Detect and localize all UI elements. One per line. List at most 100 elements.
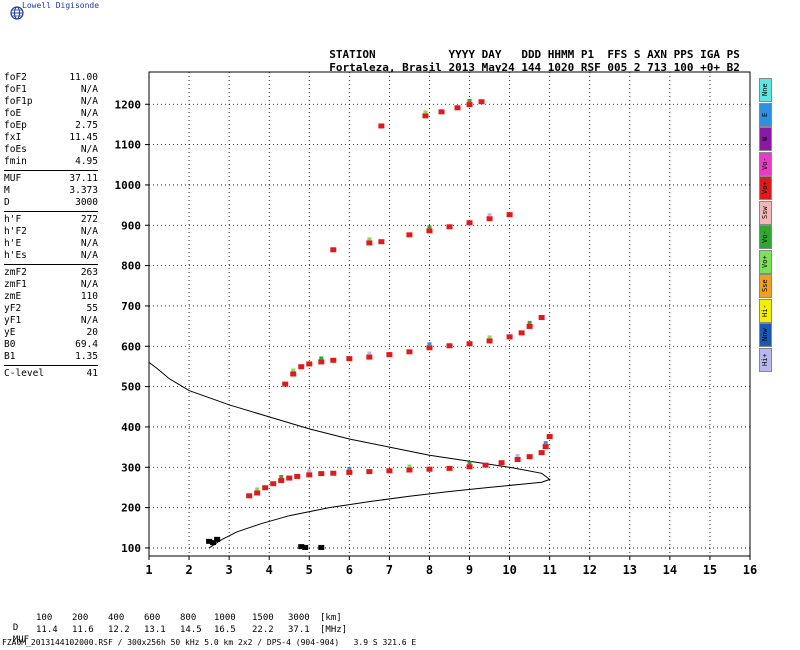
param-row: B1 1.35 <box>4 351 98 363</box>
data-point-accent <box>279 474 284 478</box>
y-tick-label: 400 <box>121 421 141 434</box>
data-point <box>330 357 337 363</box>
param-separator <box>4 211 98 212</box>
param-row: foEs N/A <box>4 144 98 156</box>
data-point <box>318 359 325 365</box>
y-tick-label: 1000 <box>115 179 142 192</box>
profile-line <box>148 361 551 549</box>
data-point <box>378 123 385 129</box>
header-station-name: Fortaleza, Brasil <box>329 61 442 74</box>
footer-value: 12.2 <box>108 625 130 635</box>
param-row: zmF1 N/A <box>4 279 98 291</box>
param-label: yE <box>4 327 16 338</box>
data-point <box>366 354 373 360</box>
legend-item: Nne <box>759 78 772 102</box>
param-row: zmF2 263 <box>4 267 98 279</box>
legend-item: Nnw <box>759 323 772 347</box>
param-row: h'F 272 <box>4 214 98 226</box>
data-point-accent <box>291 368 296 372</box>
param-label: foE <box>4 108 22 119</box>
param-label: h'E <box>4 238 22 249</box>
param-value: N/A <box>80 279 98 290</box>
param-row: fxI 11.45 <box>4 132 98 144</box>
param-separator <box>4 365 98 366</box>
x-tick-label: 13 <box>623 563 637 577</box>
data-point <box>366 469 373 475</box>
data-point-accent <box>427 342 432 346</box>
data-point <box>446 224 453 230</box>
param-value: 37.11 <box>69 173 98 184</box>
legend-item: Vo- <box>759 151 772 176</box>
data-point <box>406 232 413 238</box>
y-tick-label: 700 <box>121 300 141 313</box>
legend-item: Hi- <box>759 298 772 323</box>
data-point <box>262 485 269 491</box>
x-tick-label: 16 <box>743 563 757 577</box>
header-station-label: STATION <box>329 48 376 61</box>
param-value: N/A <box>80 84 98 95</box>
y-tick-label: 200 <box>121 502 141 515</box>
param-value: 3000 <box>75 197 98 208</box>
y-tick-label: 300 <box>121 461 141 474</box>
param-label: h'Es <box>4 250 27 261</box>
data-point <box>278 477 285 483</box>
param-value: 3.373 <box>69 185 98 196</box>
param-label: B1 <box>4 351 16 362</box>
param-value: 41 <box>86 368 98 379</box>
footer-value: 1500 <box>252 613 274 623</box>
data-point <box>422 113 429 119</box>
param-label: fmin <box>4 156 27 167</box>
param-value: 1.35 <box>75 351 98 362</box>
param-value: 69.4 <box>75 339 98 350</box>
data-point-accent <box>407 464 412 468</box>
legend-item: Vo+ <box>759 249 772 274</box>
param-label: fxI <box>4 132 22 143</box>
data-point <box>438 109 445 115</box>
data-point <box>426 466 433 472</box>
param-label: foEs <box>4 144 27 155</box>
x-tick-label: 2 <box>185 563 192 577</box>
data-point <box>270 481 277 487</box>
param-label: zmE <box>4 291 22 302</box>
param-value: 11.00 <box>69 72 98 83</box>
header-line-2: Fortaleza, Brasil 2013 May24 144 1020 RS… <box>316 48 740 74</box>
data-point-accent <box>487 335 492 339</box>
data-point <box>542 444 549 450</box>
param-value: 110 <box>80 291 98 302</box>
data-point <box>378 239 385 245</box>
data-point <box>466 220 473 226</box>
data-point <box>526 454 533 460</box>
data-point <box>506 334 513 340</box>
data-point <box>330 247 337 253</box>
footer-value: [MHz] <box>320 625 348 635</box>
param-value: 4.95 <box>75 156 98 167</box>
param-row: C-level 41 <box>4 368 98 380</box>
param-label: foEp <box>4 120 27 131</box>
data-point <box>446 465 453 471</box>
data-point <box>466 464 473 470</box>
param-row: yE 20 <box>4 327 98 339</box>
data-point <box>498 460 505 466</box>
data-point <box>426 228 433 234</box>
param-row: h'E N/A <box>4 238 98 250</box>
param-row: yF2 55 <box>4 303 98 315</box>
param-label: yF1 <box>4 315 22 326</box>
param-value: N/A <box>80 144 98 155</box>
header-columns: YYYY DAY DDD HHMM P1 FFS S AXN PPS IGA P… <box>448 48 740 61</box>
globe-logo-icon <box>10 6 24 20</box>
param-separator <box>4 170 98 171</box>
footer-muf-row: MUF <box>2 625 29 645</box>
param-label: zmF1 <box>4 279 27 290</box>
footer-value: 11.6 <box>72 625 94 635</box>
y-tick-label: 800 <box>121 260 141 273</box>
param-row: zmE 110 <box>4 291 98 303</box>
param-row: yF1 N/A <box>4 315 98 327</box>
param-row: B0 69.4 <box>4 339 98 351</box>
y-tick-label: 900 <box>121 219 141 232</box>
param-label: MUF <box>4 173 22 184</box>
data-point-accent <box>307 469 312 473</box>
param-label: h'F2 <box>4 226 27 237</box>
data-point-accent <box>467 461 472 465</box>
data-point <box>538 315 545 321</box>
data-point-accent <box>367 237 372 241</box>
